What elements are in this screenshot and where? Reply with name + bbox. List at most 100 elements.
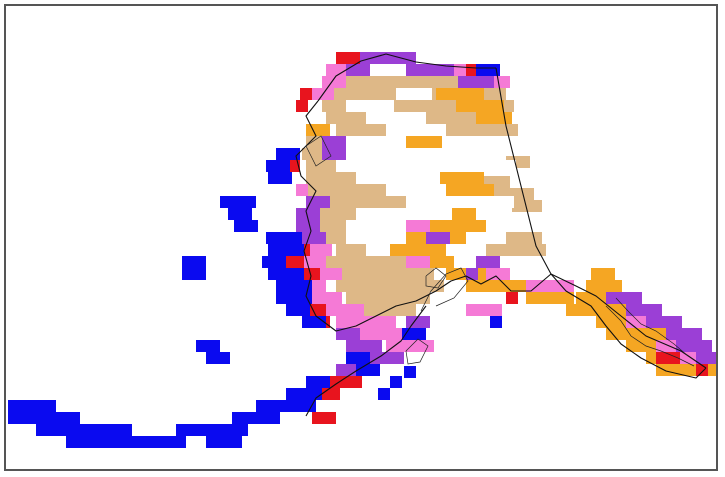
grid-cell-orange [406, 232, 418, 244]
grid-cell-pink [498, 76, 510, 88]
grid-cell-tan [330, 184, 342, 196]
grid-cell-orange [436, 88, 448, 100]
grid-cell-tan [386, 268, 398, 280]
grid-cell-blue [280, 400, 292, 412]
grid-cell-blue [276, 280, 288, 292]
grid-cell-purple [626, 304, 638, 316]
grid-cell-white [408, 160, 420, 172]
grid-cell-blue [200, 424, 212, 436]
grid-cell-white [410, 124, 422, 136]
grid-cell-tan [410, 268, 422, 280]
grid-cell-tan [326, 112, 338, 124]
grid-cell-orange [474, 220, 486, 232]
grid-cell-pink [392, 328, 404, 340]
grid-cell-tan [358, 292, 370, 304]
grid-cell-white [360, 160, 372, 172]
grid-cell-blue [108, 424, 120, 436]
grid-cell-pink [466, 304, 478, 316]
grid-cell-white [504, 160, 516, 172]
grid-cell-blue [268, 172, 280, 184]
grid-cell-purple [336, 364, 348, 376]
grid-cell-blue [268, 400, 280, 412]
grid-cell-tan [346, 292, 358, 304]
grid-cell-red [328, 388, 340, 400]
grid-cell-tan [408, 280, 420, 292]
grid-cell-red [656, 352, 668, 364]
grid-cell-orange [472, 88, 484, 100]
grid-cell-pink [538, 280, 550, 292]
grid-cell-blue [298, 304, 310, 316]
grid-cell-tan [430, 76, 442, 88]
grid-cell-tan [518, 232, 530, 244]
grid-cell-white [434, 124, 446, 136]
grid-cell-tan [348, 280, 360, 292]
grid-cell-blue [150, 436, 162, 448]
grid-cell-orange [598, 280, 610, 292]
grid-cell-red [324, 412, 336, 424]
grid-cell-tan [384, 280, 396, 292]
grid-cell-orange [614, 304, 626, 316]
grid-cell-blue [218, 436, 230, 448]
grid-cell-tan [342, 184, 354, 196]
grid-cell-white [432, 160, 444, 172]
grid-cell-tan [318, 160, 330, 172]
panhandle-islands-line [605, 305, 695, 367]
grid-cell-blue [286, 304, 298, 316]
grid-cell-tan [458, 124, 470, 136]
grid-cell-tan [394, 100, 406, 112]
grid-cell-white [346, 220, 358, 232]
grid-cell-blue [44, 400, 56, 412]
grid-cell-orange [578, 304, 590, 316]
grid-cell-white [492, 160, 504, 172]
grid-cell-white [396, 88, 408, 100]
grid-cell-tan [374, 256, 386, 268]
alaska-map[interactable] [6, 6, 716, 469]
grid-cell-white [434, 184, 446, 196]
kodiak-island-line [405, 338, 429, 365]
grid-cell-orange [514, 280, 526, 292]
grid-cell-white [384, 148, 396, 160]
grid-cell-blue [488, 64, 500, 76]
grid-cell-purple [370, 340, 382, 352]
grid-cell-tan [510, 244, 522, 256]
grid-cell-blue [218, 352, 230, 364]
grid-cell-tan [338, 112, 350, 124]
grid-cell-orange [626, 340, 638, 352]
grid-cell-purple [458, 76, 470, 88]
grid-cell-tan [362, 196, 374, 208]
grid-cell-blue [48, 424, 60, 436]
grid-cell-orange [603, 268, 615, 280]
grid-cell-tan [372, 280, 384, 292]
grid-cell-tan [370, 76, 382, 88]
grid-cell-pink [386, 340, 398, 352]
grid-cell-tan [522, 244, 534, 256]
grid-cell-orange [550, 292, 562, 304]
grid-cell-blue [20, 400, 32, 412]
grid-cell-blue [176, 424, 188, 436]
grid-cell-red [288, 160, 300, 172]
grid-cell-tan [426, 112, 438, 124]
grid-cell-white [456, 148, 468, 160]
grid-cell-purple [630, 292, 642, 304]
grid-cell-white [348, 148, 360, 160]
grid-cell-red [350, 376, 362, 388]
grid-cell-blue [378, 388, 390, 400]
grid-cell-blue [90, 436, 102, 448]
grid-cell-tan [486, 244, 498, 256]
grid-cell-blue [120, 424, 132, 436]
grid-cell-orange [610, 280, 622, 292]
grid-cell-white [394, 220, 406, 232]
grid-cell-blue [300, 280, 312, 292]
grid-cell-red [314, 304, 326, 316]
grid-cell-orange [468, 100, 480, 112]
grid-cell-blue [266, 160, 278, 172]
grid-cell-white [370, 136, 382, 148]
grid-cell-blue [292, 244, 304, 256]
grid-cell-purple [358, 340, 370, 352]
grid-cell-purple [618, 292, 630, 304]
grid-cell-orange [318, 124, 330, 136]
grid-cell-pink [334, 76, 346, 88]
grid-cell-purple [638, 304, 650, 316]
grid-cell-tan [338, 88, 350, 100]
grid-cell-blue [224, 424, 236, 436]
